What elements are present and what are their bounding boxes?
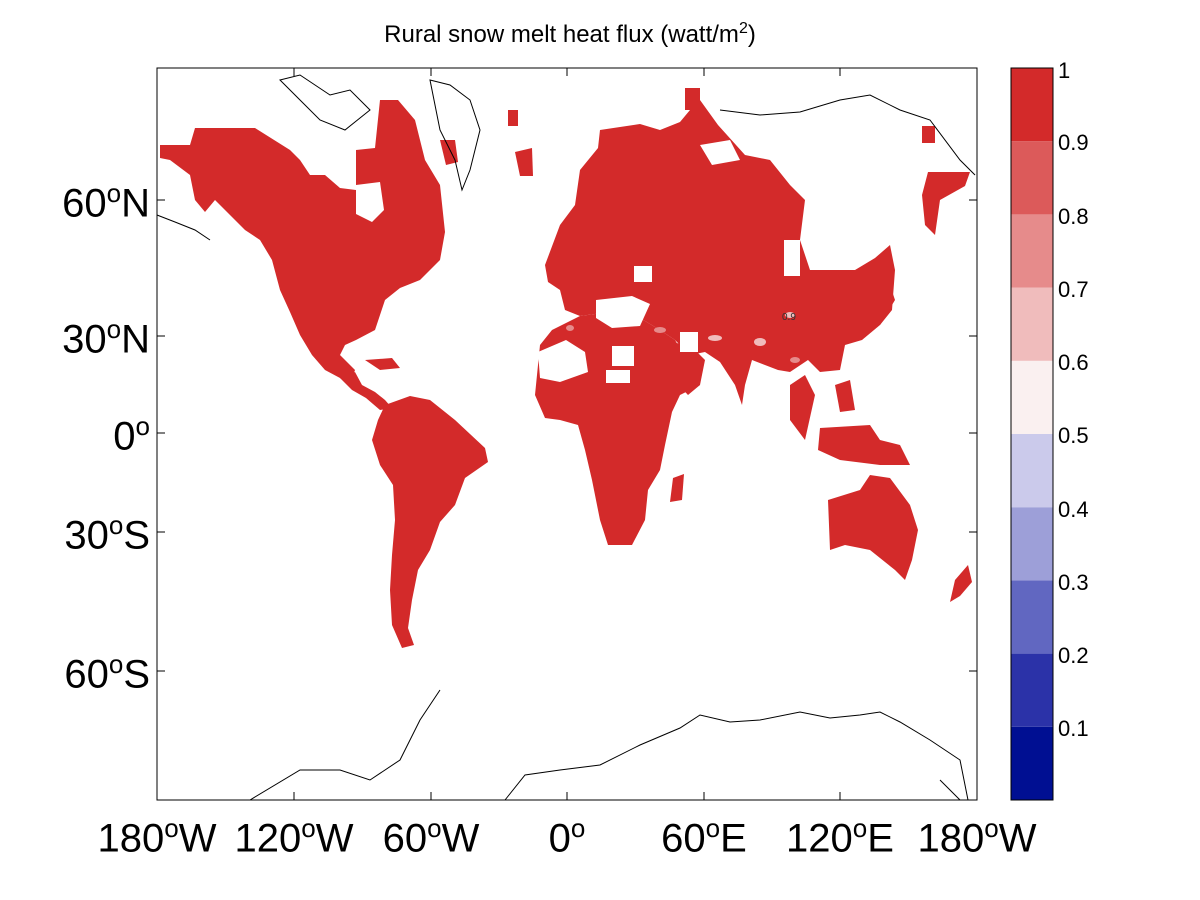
caspian-hole	[634, 266, 652, 282]
madagascar-region	[670, 474, 684, 502]
title-suffix: )	[747, 21, 756, 48]
southeast-asia-region	[790, 375, 815, 440]
x-tick-label: 0o	[548, 813, 586, 861]
y-tick-label: 30oS	[64, 510, 150, 558]
north-america-region	[160, 100, 445, 385]
chukotka-region	[922, 126, 935, 143]
x-tick-label: 180oW	[97, 813, 217, 861]
hudson-bay-hole	[356, 182, 384, 222]
colorbar-label: 0.1	[1058, 716, 1089, 741]
colorbar	[1011, 68, 1053, 800]
philippines-region	[835, 380, 855, 412]
colorbar-label: 0.5	[1058, 423, 1089, 448]
coast-antarctic-peninsula	[249, 689, 441, 801]
colorbar-block	[1011, 507, 1053, 581]
colorbar-label: 0.4	[1058, 497, 1089, 522]
arctic-islands-region	[508, 110, 518, 126]
coast-alaska-west	[156, 214, 211, 241]
contour-label: 0.9	[782, 312, 796, 323]
colorbar-label: 0.2	[1058, 643, 1089, 668]
coast-siberia	[719, 94, 976, 176]
sahara-hole-2	[612, 346, 634, 366]
central-america-region	[340, 372, 392, 410]
colorbar-block	[1011, 68, 1053, 142]
colorbar-frame	[1010, 67, 1054, 801]
iceland-region	[515, 148, 533, 176]
indonesia-region	[818, 425, 910, 465]
land-layer	[160, 88, 972, 648]
mediterranean-hole	[596, 296, 650, 328]
coast-arctic-islands	[279, 74, 371, 131]
colorbar-label: 0.8	[1058, 204, 1089, 229]
contour-blotch	[566, 325, 574, 331]
colorbar-block	[1011, 360, 1053, 434]
contour-blotch	[785, 312, 795, 318]
colorbar-block	[1011, 580, 1053, 654]
caribbean-region	[365, 358, 400, 370]
colorbar-block	[1011, 726, 1053, 800]
australia-region	[828, 475, 918, 580]
eurasia-region	[545, 100, 895, 405]
colorbar-label: 0.7	[1058, 277, 1089, 302]
new-zealand-region	[950, 565, 972, 602]
contour-blotch	[708, 335, 722, 341]
contour-blotch	[754, 338, 766, 346]
colorbar-block	[1011, 653, 1053, 727]
x-tick-label: 120oW	[234, 813, 354, 861]
south-america-region	[372, 396, 488, 648]
arabian-hole	[680, 332, 698, 352]
colorbar-label: 1	[1058, 58, 1071, 83]
greenland-region	[440, 140, 458, 165]
colorbar-block	[1011, 141, 1053, 215]
contour-blotches	[566, 312, 800, 363]
contour-blotch	[654, 327, 666, 333]
coast-antarctica-east	[939, 779, 961, 801]
gobi-hole	[784, 240, 800, 276]
colorbar-block	[1011, 287, 1053, 361]
svalbard-region	[685, 88, 700, 110]
colorbar-label: 0.6	[1058, 350, 1089, 375]
x-tick-label: 120oE	[786, 813, 894, 861]
colorbar-block	[1011, 434, 1053, 508]
colorbar-block	[1011, 214, 1053, 288]
sahara-hole-3	[606, 370, 630, 383]
japan-region	[865, 270, 895, 325]
y-tick-label: 60oS	[64, 649, 150, 697]
axis-ticks	[157, 68, 977, 800]
colorbar-label: 0.3	[1058, 570, 1089, 595]
colorbar-label: 0.9	[1058, 130, 1089, 155]
coastlines	[156, 74, 976, 801]
coast-antarctica	[504, 711, 969, 801]
chart-title: Rural snow melt heat flux (watt/m2)	[300, 20, 840, 49]
barents-hole	[700, 140, 740, 165]
arabia-region	[655, 340, 705, 395]
kamchatka-region	[922, 172, 970, 235]
x-tick-label: 60oW	[382, 813, 480, 861]
y-tick-label: 30oN	[62, 314, 150, 362]
coast-greenland-north	[429, 79, 481, 192]
y-tick-label: 60oN	[62, 178, 150, 226]
title-superscript: 2	[738, 20, 748, 37]
contour-blotch	[790, 357, 800, 363]
x-tick-label: 180oW	[917, 813, 1037, 861]
y-tick-label: 0o	[113, 411, 150, 459]
x-tick-label: 60oE	[661, 813, 747, 861]
sahara-hole-1	[538, 340, 588, 382]
title-prefix: Rural snow melt heat flux (watt/m	[384, 21, 739, 48]
